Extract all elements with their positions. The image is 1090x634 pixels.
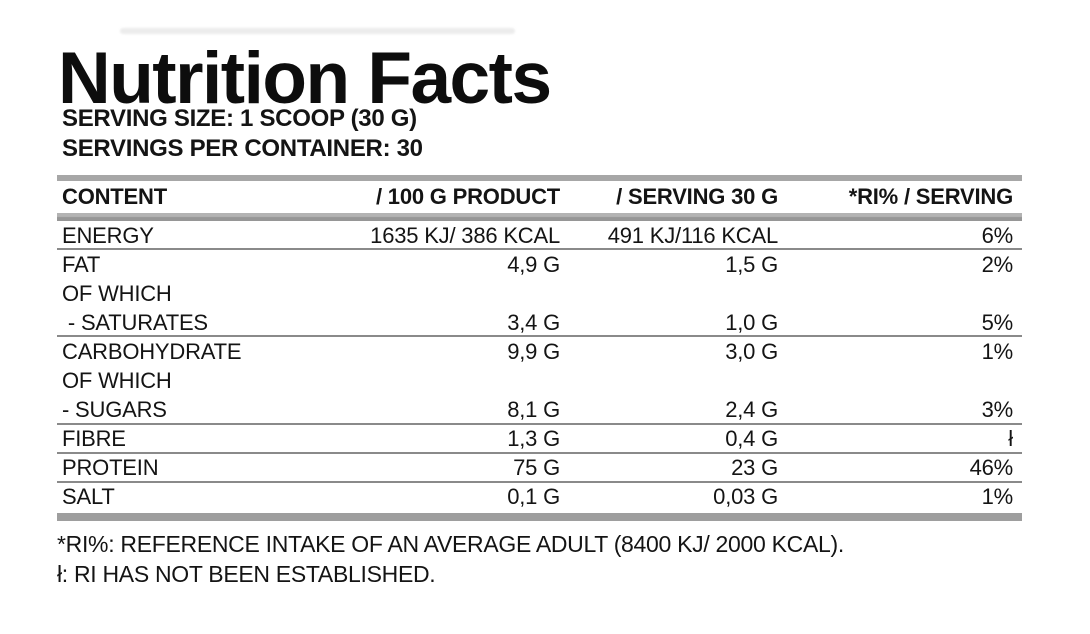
per-serving-value: 2,4 G xyxy=(725,397,778,423)
footnote-ri-definition: *RI%: REFERENCE INTAKE OF AN AVERAGE ADU… xyxy=(57,531,844,557)
header-per-100g: / 100 G PRODUCT xyxy=(375,184,560,209)
table-row-of-which-carb: OF WHICH xyxy=(57,366,1022,395)
table-row-saturates: - SATURATES 3,4 G 1,0 G 5% xyxy=(57,308,1022,337)
table-row-energy: ENERGY 1635 KJ/ 386 KCAL 491 KJ/116 KCAL… xyxy=(57,221,1022,250)
scan-artifact xyxy=(120,28,515,34)
per-100g-value: 9,9 G xyxy=(507,338,560,364)
ri-percent-value: 3% xyxy=(981,397,1014,423)
per-serving-value: 491 KJ/116 KCAL xyxy=(607,222,778,248)
header-ri-percent: *RI% / SERVING xyxy=(848,184,1013,209)
ri-percent-value: 6% xyxy=(981,222,1014,248)
per-100g-value: 3,4 G xyxy=(507,309,560,335)
per-100g-value: 75 G xyxy=(513,455,560,481)
nutrition-table: CONTENT / 100 G PRODUCT / SERVING 30 G *… xyxy=(57,175,1022,521)
nutrient-name: ENERGY xyxy=(62,222,154,248)
nutrient-name: OF WHICH xyxy=(62,368,172,394)
nutrient-name: PROTEIN xyxy=(62,455,159,481)
per-serving-value: 0,4 G xyxy=(725,426,778,452)
table-row-of-which-fat: OF WHICH xyxy=(57,279,1022,308)
per-serving-value: 0,03 G xyxy=(713,484,778,510)
ri-percent-value: 5% xyxy=(981,309,1014,335)
ri-percent-value: 1% xyxy=(981,484,1014,510)
table-bottom-bar xyxy=(57,512,1022,521)
servings-per-container-line: SERVINGS PER CONTAINER: 30 xyxy=(62,135,423,162)
per-100g-value: 4,9 G xyxy=(507,251,560,277)
table-row-fat: FAT 4,9 G 1,5 G 2% xyxy=(57,250,1022,279)
per-serving-value: 1,5 G xyxy=(725,251,778,277)
table-row-sugars: - SUGARS 8,1 G 2,4 G 3% xyxy=(57,396,1022,425)
footnotes: *RI%: REFERENCE INTAKE OF AN AVERAGE ADU… xyxy=(57,529,844,589)
ri-percent-value: 2% xyxy=(981,251,1014,277)
table-row-fibre: FIBRE 1,3 G 0,4 G ł xyxy=(57,425,1022,454)
footnote-ri-not-established: ł: RI HAS NOT BEEN ESTABLISHED. xyxy=(57,561,436,587)
per-100g-value: 1,3 G xyxy=(507,426,560,452)
header-per-serving: / SERVING 30 G xyxy=(616,184,778,209)
label-title: Nutrition Facts xyxy=(58,38,552,119)
per-serving-value: 3,0 G xyxy=(725,338,778,364)
nutrient-name: SALT xyxy=(62,484,115,510)
nutrient-name: OF WHICH xyxy=(62,280,172,306)
serving-size-line: SERVING SIZE: 1 SCOOP (30 G) xyxy=(62,105,417,132)
nutrient-name: - SATURATES xyxy=(62,309,208,335)
table-row-carbohydrate: CARBOHYDRATE 9,9 G 3,0 G 1% xyxy=(57,337,1022,366)
table-header-divider-bar xyxy=(57,213,1022,221)
per-serving-value: 23 G xyxy=(731,455,778,481)
per-100g-value: 0,1 G xyxy=(507,484,560,510)
nutrient-name: FAT xyxy=(62,251,101,277)
ri-percent-value: ł xyxy=(1008,426,1013,452)
nutrient-name: - SUGARS xyxy=(62,397,167,423)
table-top-bar xyxy=(57,175,1022,181)
nutrient-name: CARBOHYDRATE xyxy=(62,338,242,364)
header-content: CONTENT xyxy=(62,184,167,209)
table-row-salt: SALT 0,1 G 0,03 G 1% xyxy=(57,483,1022,512)
per-100g-value: 8,1 G xyxy=(507,397,560,423)
ri-percent-value: 1% xyxy=(981,338,1014,364)
table-row-protein: PROTEIN 75 G 23 G 46% xyxy=(57,454,1022,483)
table-header-row: CONTENT / 100 G PRODUCT / SERVING 30 G *… xyxy=(57,181,1022,213)
per-serving-value: 1,0 G xyxy=(725,309,778,335)
per-100g-value: 1635 KJ/ 386 KCAL xyxy=(370,222,560,248)
ri-percent-value: 46% xyxy=(969,455,1014,481)
nutrient-name: FIBRE xyxy=(62,426,126,452)
